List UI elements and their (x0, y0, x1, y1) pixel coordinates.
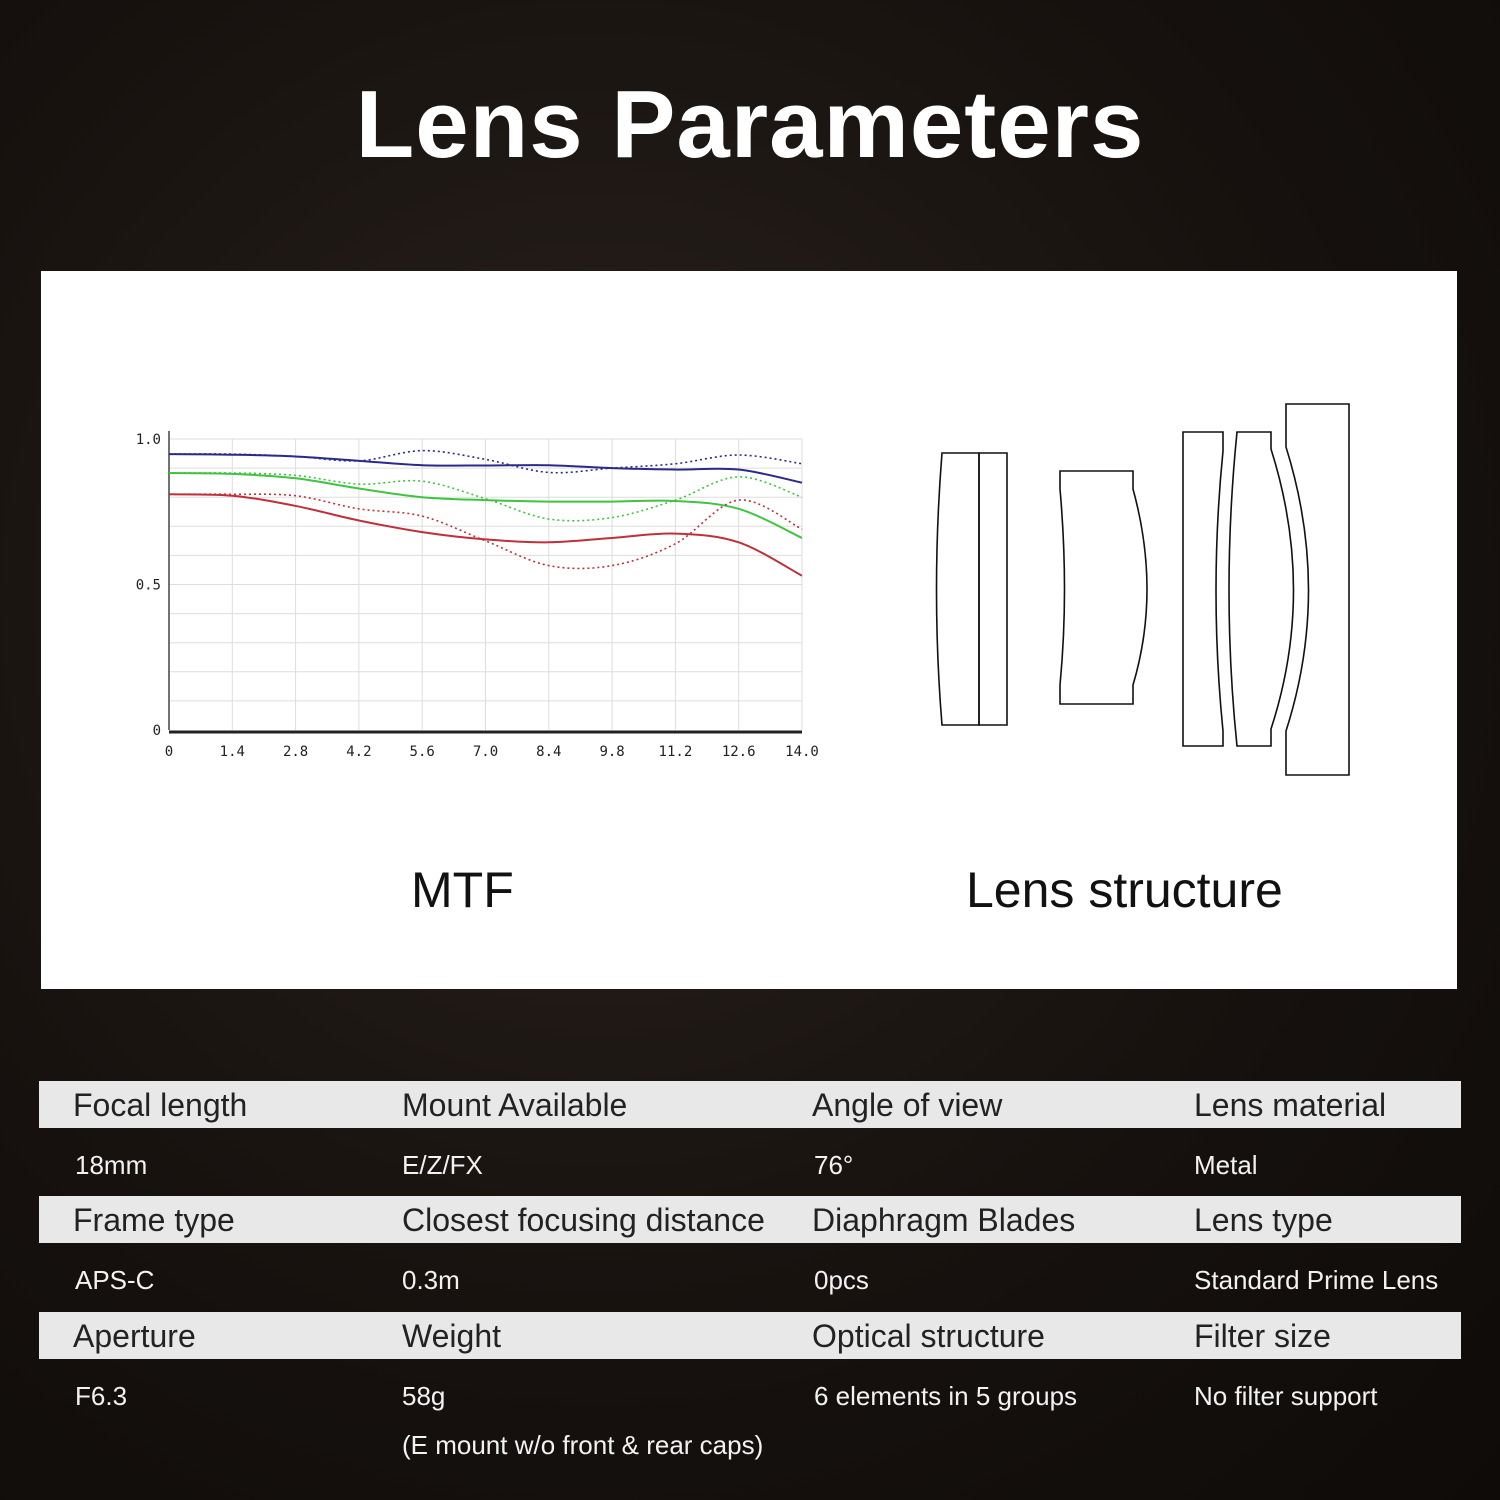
mtf-series-line (168, 472, 803, 539)
x-tick-label: 7.0 (473, 744, 498, 760)
x-tick-label: 2.8 (283, 744, 308, 760)
x-tick-label: 14.0 (785, 744, 819, 760)
spec-value: Standard Prime Lens (1194, 1265, 1439, 1295)
y-tick-label: 0.5 (136, 578, 161, 594)
spec-label: Weight (402, 1318, 502, 1354)
x-tick-label: 8.4 (536, 744, 561, 760)
lens-element-2 (978, 452, 1008, 726)
x-tick-label: 1.4 (220, 744, 245, 760)
lens-element-4 (1182, 431, 1224, 747)
x-tick-label: 12.6 (722, 744, 756, 760)
spec-label: Optical structure (812, 1318, 1045, 1354)
spec-label: Frame type (73, 1202, 235, 1238)
spec-value: 0pcs (814, 1265, 869, 1295)
mtf-caption: MTF (411, 862, 514, 918)
lens-structure-caption: Lens structure (966, 862, 1283, 918)
spec-label: Lens material (1194, 1087, 1387, 1123)
x-tick-label: 9.8 (599, 744, 624, 760)
x-tick-label: 5.6 (410, 744, 435, 760)
spec-value: Metal (1194, 1150, 1258, 1180)
mtf-series-line (168, 453, 803, 484)
x-tick-label: 0 (165, 744, 173, 760)
lens-element-5 (1228, 431, 1295, 747)
spec-header-band (39, 1196, 1461, 1243)
spec-label: Aperture (73, 1318, 196, 1354)
spec-header-band (39, 1312, 1461, 1359)
spec-label: Focal length (73, 1087, 248, 1123)
lens-element-6 (1285, 403, 1350, 776)
lens-structure-diagram (935, 403, 1350, 776)
page-title: Lens Parameters (355, 71, 1145, 178)
spec-label: Lens type (1194, 1202, 1333, 1238)
x-tick-label: 11.2 (659, 744, 693, 760)
spec-value: 6 elements in 5 groups (814, 1381, 1078, 1411)
mtf-series-line (168, 493, 803, 570)
spec-value: E/Z/FX (402, 1150, 483, 1180)
lens-element-1 (935, 452, 980, 726)
spec-header-band (39, 1081, 1461, 1128)
x-tick-label: 4.2 (346, 744, 371, 760)
spec-label: Mount Available (402, 1087, 628, 1123)
lens-element-3 (1059, 470, 1148, 705)
spec-label: Diaphragm Blades (812, 1202, 1076, 1238)
mtf-series-line (168, 493, 803, 577)
spec-value: 58g (402, 1381, 446, 1411)
y-tick-label: 0 (153, 723, 161, 739)
spec-value: APS-C (75, 1265, 155, 1295)
y-tick-label: 1.0 (136, 432, 161, 448)
spec-value: 0.3m (402, 1265, 460, 1295)
spec-label: Closest focusing distance (402, 1202, 765, 1238)
charts-panel: 0 1.4 2.8 4.2 5.6 7.0 8.4 9.8 11.2 12.6 14.0 0 0.5 1.… (41, 271, 1457, 989)
spec-label: Filter size (1194, 1318, 1331, 1354)
spec-value: No filter support (1194, 1381, 1378, 1411)
spec-value: 18mm (75, 1150, 148, 1180)
spec-label: Angle of view (812, 1087, 1003, 1123)
mtf-chart: 0 1.4 2.8 4.2 5.6 7.0 8.4 9.8 11.2 12.6 14.0 0 0.5 1.… (136, 431, 819, 760)
spec-value: 76° (814, 1150, 854, 1180)
spec-value: F6.3 (75, 1381, 128, 1411)
spec-note: (E mount w/o front & rear caps) (402, 1430, 764, 1460)
